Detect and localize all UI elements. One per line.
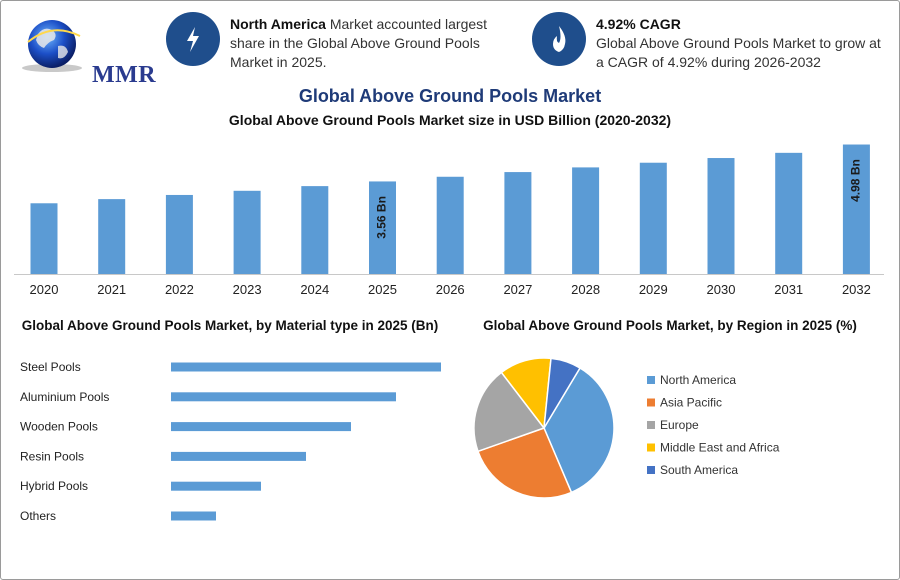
bar-2023 — [233, 190, 261, 274]
bar-others — [171, 511, 216, 521]
legend-label-south-america: South America — [660, 463, 738, 477]
info2-body: Global Above Ground Pools Market to grow… — [596, 35, 881, 70]
slice-south-america — [543, 357, 582, 429]
bar-2022 — [165, 194, 193, 274]
globe-icon — [22, 20, 82, 72]
bar-2028 — [572, 167, 600, 274]
info1-bold: North America — [230, 16, 326, 32]
legend-swatch-middle-east-and-africa — [647, 443, 655, 452]
info2-bold: 4.92% CAGR — [596, 16, 681, 32]
bar-resin-pools — [171, 451, 306, 461]
legend-label-europe: Europe — [660, 418, 699, 432]
bar-chart-title: Global Above Ground Pools Market size in… — [228, 112, 672, 128]
x-tick-2023: 2023 — [233, 282, 262, 297]
legend-swatch-asia-pacific — [647, 398, 655, 407]
bar-2032 — [842, 144, 870, 274]
info1-body: Market accounted largest share in the Gl… — [230, 16, 488, 70]
category-label-wooden-pools: Wooden Pools — [20, 420, 98, 434]
bar-2025 — [369, 181, 396, 274]
category-label-aluminium-pools: Aluminium Pools — [20, 390, 109, 404]
bar-2021 — [98, 199, 126, 274]
legend-label-middle-east-and-africa: Middle East and Africa — [660, 441, 780, 455]
bar-aluminium-pools — [171, 392, 396, 402]
x-tick-2027: 2027 — [503, 282, 532, 297]
bar-2027 — [504, 172, 532, 274]
category-label-hybrid-pools: Hybrid Pools — [20, 479, 88, 493]
slice-asia-pacific — [477, 427, 573, 499]
legend-label-north-america: North America — [660, 373, 736, 387]
material-chart-title: Global Above Ground Pools Market, by Mat… — [21, 318, 439, 333]
x-tick-2021: 2021 — [97, 282, 126, 297]
data-label-2025: 3.56 Bn — [375, 196, 389, 239]
legend-swatch-north-america — [647, 376, 655, 384]
bar-steel-pools — [171, 362, 441, 372]
info-cagr-text: 4.92% CAGR Global Above Ground Pools Mar… — [596, 15, 888, 72]
main-title: Global Above Ground Pools Market — [298, 86, 602, 106]
flame-icon — [553, 26, 566, 52]
x-tick-2028: 2028 — [571, 282, 600, 297]
slice-europe — [473, 371, 546, 453]
region-chart-title: Global Above Ground Pools Market, by Reg… — [483, 318, 857, 333]
lightning-badge — [166, 12, 220, 66]
data-label-2032: 4.98 Bn — [849, 159, 863, 202]
growth-badge — [532, 12, 586, 66]
info-cagr: 4.92% CAGR Global Above Ground Pools Mar… — [532, 12, 892, 82]
bar-2020 — [30, 203, 58, 274]
bar-2024 — [301, 186, 329, 274]
mmr-logo: MMR — [14, 12, 156, 88]
x-tick-2024: 2024 — [300, 282, 329, 297]
bar-2026 — [436, 176, 464, 274]
lightning-icon — [187, 27, 199, 52]
info-north-america: North America Market accounted largest s… — [166, 12, 506, 82]
logo-text: MMR — [92, 62, 157, 88]
x-tick-2029: 2029 — [639, 282, 668, 297]
legend-swatch-europe — [647, 421, 655, 429]
region-pie-chart: North America Asia Pacific Europe Middle Ea… — [473, 357, 780, 499]
info-north-america-text: North America Market accounted largest s… — [230, 15, 500, 72]
category-label-resin-pools: Resin Pools — [20, 449, 84, 463]
market-size-bar-chart: 2020 2021 2022 2023 2024 2025 3.56 Bn 2026 2027 2… — [14, 144, 884, 297]
bar-2030 — [707, 158, 735, 274]
x-tick-2020: 2020 — [30, 282, 59, 297]
bar-hybrid-pools — [171, 481, 261, 491]
x-tick-2022: 2022 — [165, 282, 194, 297]
category-label-others: Others — [20, 509, 56, 523]
x-tick-2025: 2025 — [368, 282, 397, 297]
x-tick-2032: 2032 — [842, 282, 871, 297]
bar-wooden-pools — [171, 422, 351, 432]
bar-2031 — [775, 152, 803, 274]
x-tick-2030: 2030 — [707, 282, 736, 297]
legend-label-asia-pacific: Asia Pacific — [660, 396, 722, 410]
legend-swatch-south-america — [647, 466, 655, 474]
category-label-steel-pools: Steel Pools — [20, 360, 81, 374]
x-tick-2026: 2026 — [436, 282, 465, 297]
x-tick-2031: 2031 — [774, 282, 803, 297]
material-type-bar-chart: Steel Pools Aluminium Pools Wooden Pools Re… — [20, 360, 441, 523]
bar-2029 — [639, 162, 667, 274]
